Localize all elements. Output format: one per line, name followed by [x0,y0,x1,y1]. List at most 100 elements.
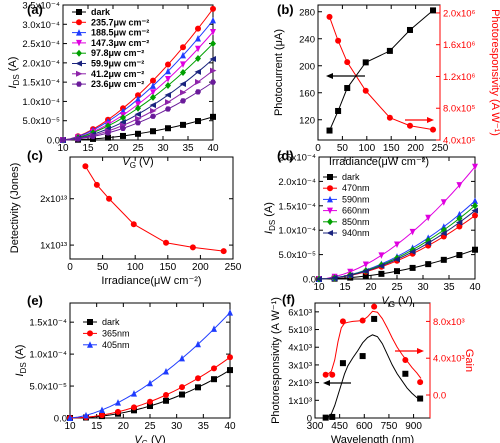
x-tick-label: 15 [82,143,94,154]
y-tick-label: 240 [299,34,315,45]
x-tick-label: 30 [157,143,169,154]
data-point [344,85,351,92]
y-tick-label: 5.0x10⁻⁵ [30,382,68,393]
y-axis-label: Photoresponsivity (A W⁻¹) [270,297,282,424]
data-point [135,101,141,108]
data-point [456,210,463,218]
data-point [329,371,336,378]
y-right-tick-label: 4.0x10³ [433,354,465,365]
y-tick-label: 2x10¹³ [40,194,67,205]
x-axis-label: VG (V) [122,156,153,170]
series-dark [67,367,233,421]
y-tick-label: 280 [299,7,315,18]
legend-marker [327,218,333,226]
data-point [165,61,171,68]
x-tick-label: 250 [432,143,449,154]
data-point [209,56,216,62]
y-right-tick-label: 8.0x10⁵ [443,104,476,115]
data-point [344,59,351,66]
x-tick-label: 25 [391,282,403,293]
data-point [115,408,121,415]
data-point [371,315,378,322]
data-point [195,89,201,95]
legend-label: 147.3μw cm⁻² [91,38,149,48]
data-point [131,390,137,397]
data-point [90,133,96,140]
data-point [195,384,201,391]
series-660nm [316,163,478,283]
data-point [180,89,187,96]
panel-label: (e) [27,293,43,308]
data-point [339,318,346,325]
data-point [386,47,393,54]
data-point [472,197,478,204]
data-point [402,357,409,364]
data-point [456,182,463,189]
data-point [440,223,447,230]
fit-curve [325,310,422,379]
x-tick-label: 10 [64,421,76,432]
y-tick-label: 6x10³ [288,307,312,318]
data-point [326,13,333,20]
data-point [425,261,432,268]
legend-label: 470nm [342,183,370,193]
x-tick-label: 40 [207,143,219,154]
data-point [105,130,111,136]
y-tick-label: 160 [299,88,315,99]
legend-label: 41.2μw cm⁻² [91,69,144,79]
y-right-tick-label: 1.2x10⁶ [443,72,476,83]
series-photocurrent [326,7,437,134]
data-point [163,367,169,375]
legend-label: dark [91,7,111,17]
y-tick-label: 5x10³ [288,325,312,336]
data-point [179,384,185,391]
y-tick-label: 1.5x10⁻⁴ [29,318,67,329]
data-point [120,114,126,122]
data-point [150,82,156,89]
data-point [227,309,233,316]
x-axis-label: Wavelength (nm) [331,434,414,443]
data-point [180,51,186,59]
x-axis-label: Irradiance(μW cm⁻²) [101,275,201,287]
legend-marker [326,230,333,236]
x-tick-label: 100 [358,143,375,154]
series-line [84,166,224,252]
x-tick-label: 900 [405,421,422,432]
data-point [82,163,89,170]
legend-marker [75,60,82,67]
y-tick-label: 2.5x10⁻⁴ [278,153,316,164]
legend-marker [76,49,82,57]
legend-label: 590nm [342,194,370,204]
data-point [371,303,378,310]
y-right-axis-label: Gain [463,349,475,372]
legend-label: 97.8μw cm⁻² [91,48,144,58]
x-tick-label: 600 [356,421,373,432]
y-tick-label: 2.0x10⁻⁴ [278,177,316,188]
data-point [135,115,142,122]
legend-label: 850nm [342,217,370,227]
data-point [362,87,369,94]
data-point [134,111,141,118]
data-point [210,29,216,36]
legend-marker [327,195,333,203]
data-point [386,114,393,121]
x-tick-label: 15 [339,282,351,293]
data-point [472,212,478,219]
x-tick-label: 10 [313,282,325,293]
data-point [131,404,137,411]
data-point [194,68,201,75]
data-point [180,44,186,51]
y-tick-label: 0.0 [54,414,67,425]
y-tick-label: 120 [299,115,315,126]
x-tick-label: 40 [224,421,236,432]
data-point [105,134,111,141]
data-point [147,379,153,387]
data-point [362,59,369,66]
legend-label: 660nm [342,206,370,216]
data-point [164,92,171,99]
data-point [394,241,400,248]
y-tick-label: 1x10³ [288,396,312,407]
data-point [120,125,126,131]
y-right-tick-label: 0.0 [433,391,446,402]
